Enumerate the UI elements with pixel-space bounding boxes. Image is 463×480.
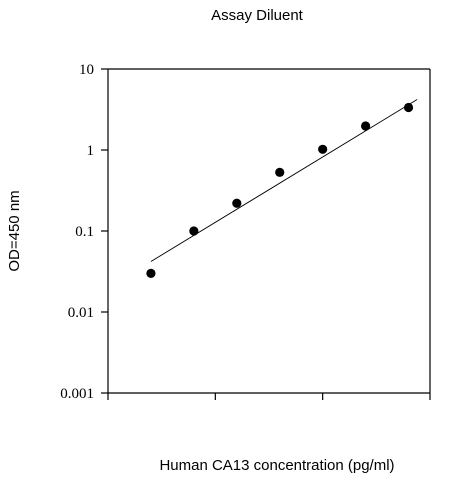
x-ticks [107,393,431,400]
y-tick-label: 0.01 [68,305,94,321]
y-tick-label: 1 [87,143,95,159]
data-points [146,102,414,278]
data-point [318,144,328,154]
data-point [232,198,242,208]
y-axis-label: OD=450 nm [6,190,23,271]
y-tick-label: 0.1 [75,224,94,240]
data-point [403,102,414,113]
data-point [189,226,199,236]
fit-line [150,99,418,262]
data-point [146,268,156,278]
data-point [361,121,371,131]
fit-line-group [150,99,418,262]
chart-title: Assay Diluent [211,7,304,24]
y-ticks: 10 1 0.1 0.01 0.001 [60,62,108,402]
plot-frame [107,68,431,394]
data-point [275,167,285,177]
y-tick-label: 10 [79,62,94,78]
y-tick-label: 0.001 [60,386,94,402]
x-axis-label: Human CA13 concentration (pg/ml) [159,457,394,474]
